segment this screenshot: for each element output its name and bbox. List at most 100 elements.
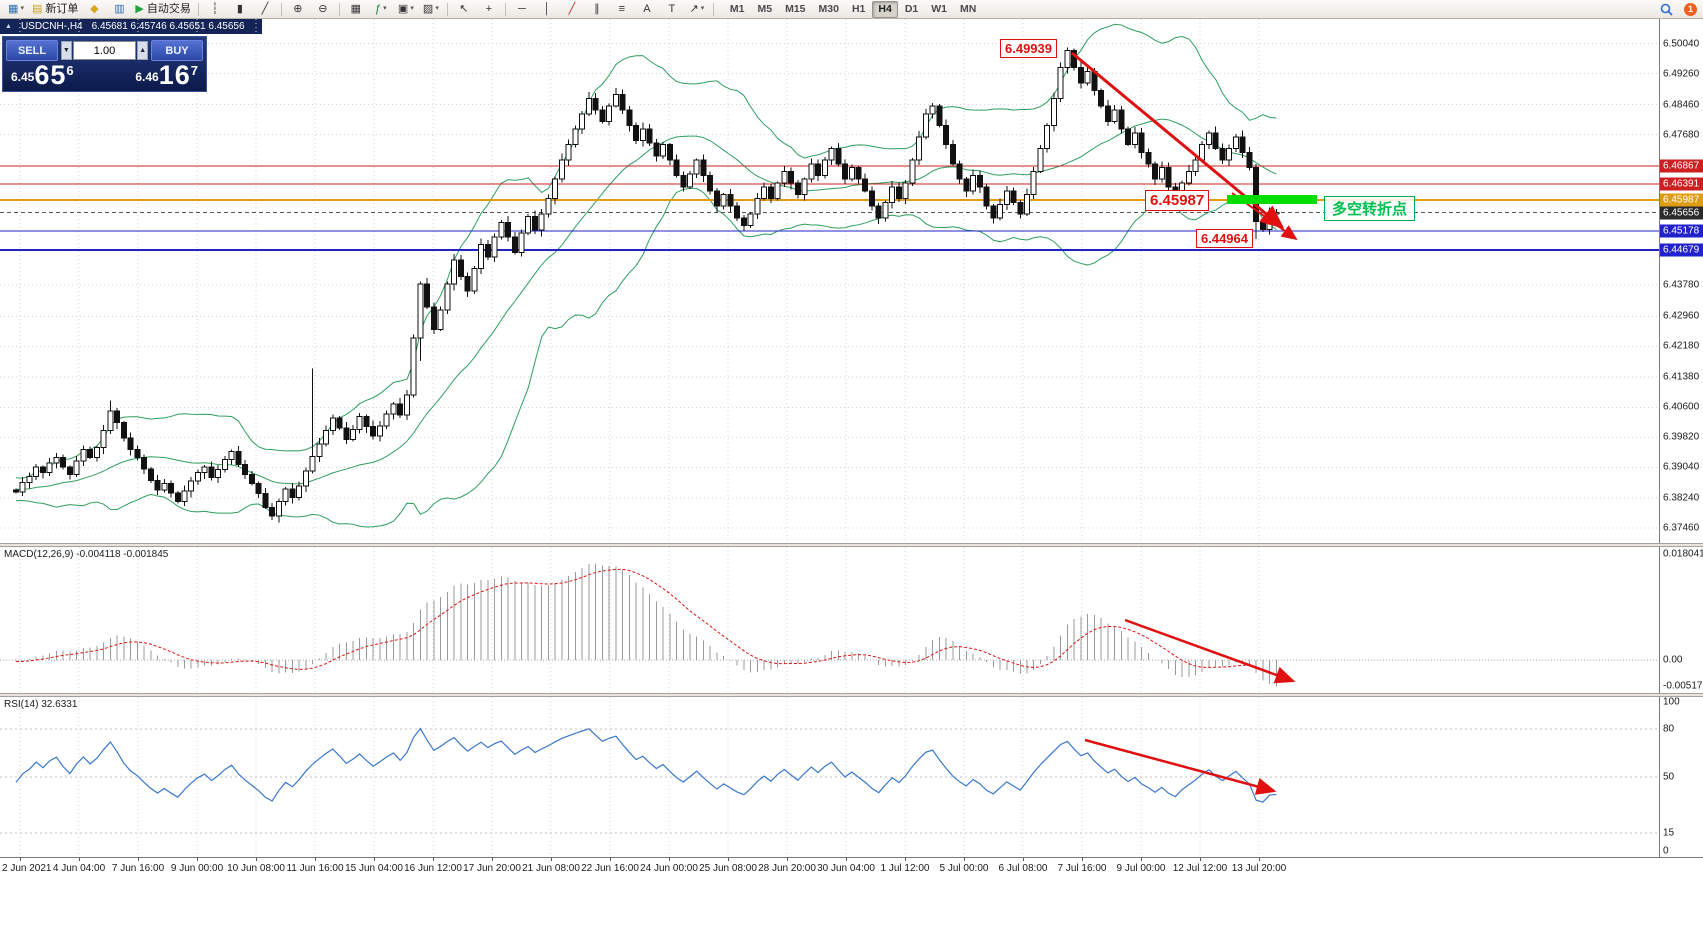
chevron-down-icon: ▾ <box>20 5 24 12</box>
time-tick <box>846 858 847 861</box>
templates-button[interactable]: ▨ ▾ <box>419 0 443 18</box>
sell-price-point: 6 <box>66 63 74 78</box>
rsi-label: RSI(14) 32.6331 <box>4 699 78 710</box>
candlestick-chart-icon: ▮ <box>236 3 243 15</box>
ohlc-values: 6.45681 6.45746 6.45651 6.45656 <box>91 21 245 32</box>
timeframe-h4[interactable]: H4 <box>872 0 898 18</box>
equidistant-channel-button[interactable]: ∥ <box>585 0 609 18</box>
time-tick <box>551 858 552 861</box>
time-axis-label: 4 Jun 04:00 <box>52 863 106 874</box>
buy-price-point: 7 <box>190 63 198 78</box>
window-icon: ▲ <box>5 23 12 30</box>
vertical-line-button[interactable]: │ <box>535 0 559 18</box>
text-button[interactable]: A <box>635 0 659 18</box>
buy-price[interactable]: 6.46 16 7 <box>135 62 198 89</box>
new-chart-button[interactable]: ▦ ▾ <box>4 0 28 18</box>
candlestick-chart-button[interactable]: ▮ <box>228 0 252 18</box>
search-button[interactable] <box>1654 0 1678 18</box>
symbol-period-label: USDCNH-,H4 <box>20 21 83 32</box>
time-axis-label: 24 Jun 00:00 <box>640 863 698 874</box>
chevron-down-icon: ▾ <box>435 5 439 12</box>
tile-windows-icon: ▦ <box>350 3 362 15</box>
sell-button[interactable]: SELL <box>6 40 58 61</box>
cursor-button[interactable]: ↖ <box>452 0 476 18</box>
indicators-icon: ƒ <box>375 3 382 15</box>
price-axis[interactable]: 6.50040 6.49260 6.48460 6.47680 6.43780 6.429… <box>1659 19 1703 857</box>
rsi-canvas[interactable] <box>0 697 1659 857</box>
chart-title-bar: ▲ USDCNH-,H4 6.45681 6.45746 6.45651 6.4… <box>0 19 262 34</box>
crosshair-button[interactable]: + <box>477 0 501 18</box>
timeframe-m5[interactable]: M5 <box>757 3 773 15</box>
time-axis[interactable]: 2 Jun 2021 4 Jun 04:00 7 Jun 16:00 9 Jun 00… <box>0 857 1703 880</box>
time-axis-label: 22 Jun 16:00 <box>581 863 639 874</box>
panel-separator[interactable] <box>0 693 1703 697</box>
arrows-button[interactable]: ↗ ▾ <box>685 0 709 18</box>
timeframe-d1[interactable]: D1 <box>904 3 919 15</box>
time-tick <box>1259 858 1260 861</box>
market-watch-button[interactable]: ▥ <box>107 0 131 18</box>
macd-down-arrow[interactable] <box>1124 618 1296 684</box>
arrows-icon: ↗ <box>689 3 699 15</box>
tile-windows-button[interactable]: ▦ <box>344 0 368 18</box>
text-label-button[interactable]: T <box>660 0 684 18</box>
time-tick <box>964 858 965 861</box>
turning-point-label[interactable]: 多空转折点 <box>1324 196 1416 221</box>
price-axis-label: 6.39820 <box>1663 431 1700 443</box>
macd-canvas[interactable] <box>0 547 1659 693</box>
time-tick <box>610 858 611 861</box>
timeframe-m30[interactable]: M30 <box>818 3 839 15</box>
horizontal-line-button[interactable]: ─ <box>510 0 534 18</box>
rsi-down-arrow[interactable] <box>1084 738 1277 795</box>
new-order-icon: ▤ <box>32 3 43 15</box>
volume-decrease-button[interactable]: ▼ <box>61 41 72 60</box>
autotrading-button[interactable]: ▶ 自动交易 <box>132 0 193 18</box>
price-axis-label: 6.43780 <box>1663 279 1700 291</box>
timeframe-mn[interactable]: MN <box>960 3 977 15</box>
time-tick <box>1023 858 1024 861</box>
turning-point-highlight[interactable] <box>1227 195 1317 204</box>
main-chart-canvas[interactable] <box>0 19 1659 543</box>
bar-chart-button[interactable]: ┆ <box>203 0 227 18</box>
price-axis-label: 15 <box>1663 827 1675 839</box>
zoom-in-button[interactable]: ⊕ <box>286 0 310 18</box>
templates-icon: ▨ <box>422 3 434 15</box>
time-axis-label: 11 Jun 16:00 <box>286 863 344 874</box>
chevron-down-icon: ▾ <box>700 5 705 12</box>
fibonacci-button[interactable]: ≡ <box>610 0 634 18</box>
timeframe-w1[interactable]: W1 <box>931 3 947 15</box>
toolbar-separator <box>197 2 199 16</box>
volume-increase-button[interactable]: ▲ <box>137 41 148 60</box>
notification-badge[interactable]: 1 <box>1684 2 1697 16</box>
toolbar-separator <box>280 2 282 16</box>
fibonacci-icon: ≡ <box>618 3 626 15</box>
line-chart-button[interactable]: ╱ <box>253 0 277 18</box>
support-price-label[interactable]: 6.44964 <box>1196 229 1253 248</box>
toolbar-separator <box>446 2 448 16</box>
periods-button[interactable]: ▣ ▾ <box>394 0 418 18</box>
text-icon: A <box>643 3 651 15</box>
indicators-button[interactable]: ƒ ▾ <box>369 0 393 18</box>
chevron-down-icon: ▾ <box>383 5 387 12</box>
timeframe-m1[interactable]: M1 <box>729 3 745 15</box>
resistance-price-label[interactable]: 6.45987 <box>1145 190 1210 211</box>
trendline-button[interactable]: ╱ <box>560 0 584 18</box>
sell-price[interactable]: 6.45 65 6 <box>11 62 74 89</box>
buy-button[interactable]: BUY <box>151 40 203 61</box>
panel-separator[interactable] <box>0 543 1703 547</box>
bar-chart-icon: ┆ <box>211 3 219 15</box>
new-order-button[interactable]: ▤ 新订单 <box>29 0 81 18</box>
price-tag: 6.45656 <box>1660 206 1703 220</box>
zoom-out-button[interactable]: ⊖ <box>311 0 335 18</box>
timeframe-h1[interactable]: H1 <box>851 3 866 15</box>
peak-price-label[interactable]: 6.49939 <box>1000 39 1057 58</box>
time-tick <box>374 858 375 861</box>
metaeditor-button[interactable]: ◆ <box>82 0 106 18</box>
timeframe-m15[interactable]: M15 <box>785 3 806 15</box>
bollinger-lower <box>15 187 1277 528</box>
bollinger-bands <box>15 23 1277 528</box>
price-axis-label: 50 <box>1663 771 1675 783</box>
time-tick <box>256 858 257 861</box>
volume-input[interactable] <box>72 41 137 60</box>
bollinger-middle <box>15 118 1277 490</box>
line-chart-icon: ╱ <box>261 3 269 15</box>
